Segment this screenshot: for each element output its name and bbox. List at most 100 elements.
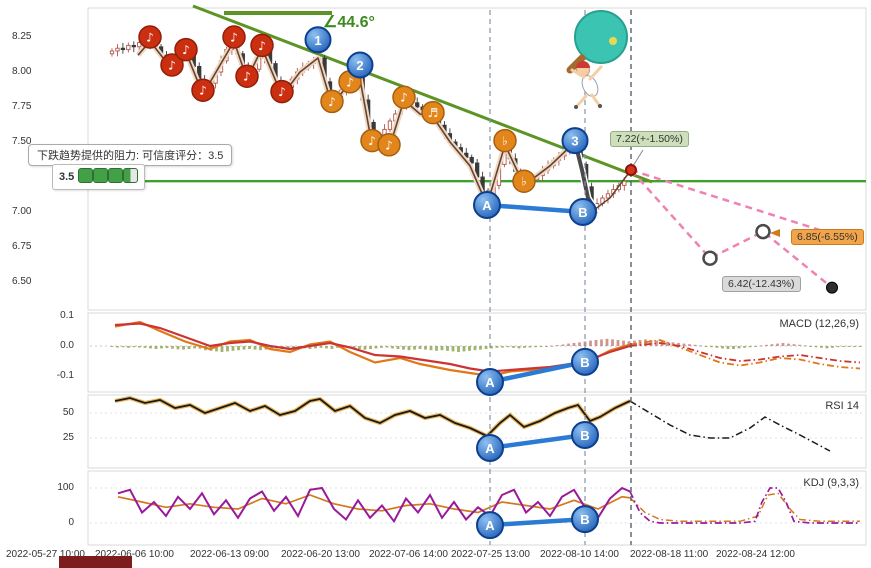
- svg-text:♪: ♪: [258, 39, 266, 53]
- svg-text:3: 3: [571, 134, 578, 149]
- y-axis-tick: 50: [62, 407, 74, 418]
- svg-text:♪: ♪: [368, 134, 376, 148]
- ab-trend-segment-3[interactable]: [487, 516, 588, 528]
- point-a-marker-0[interactable]: A: [473, 191, 501, 219]
- note-marker-orange-3[interactable]: ♪: [377, 133, 401, 157]
- panel-border-1: [87, 312, 867, 393]
- macd-dea-line: [114, 322, 631, 373]
- note-marker-orange-0[interactable]: ♪: [320, 89, 344, 114]
- kdj-k-line: [117, 494, 631, 514]
- point-a-marker-1[interactable]: A: [476, 368, 504, 396]
- panel-border-2: [87, 394, 867, 469]
- svg-text:♬: ♬: [428, 106, 439, 120]
- rating-block-icon: [78, 168, 94, 183]
- y-axis-tick: 0.0: [60, 340, 74, 351]
- macd-panel-title: MACD (12,26,9): [779, 318, 859, 330]
- svg-text:A: A: [482, 198, 492, 213]
- price-target-label-low[interactable]: 6.42(-12.43%): [722, 276, 801, 292]
- point-a-marker-2[interactable]: A: [476, 434, 504, 462]
- point-b-marker-2[interactable]: B: [571, 421, 599, 449]
- x-axis-label: 2022-08-10 14:00: [540, 549, 619, 560]
- x-axis-label: 2022-07-06 14:00: [369, 549, 448, 560]
- y-axis-tick: 7.75: [12, 101, 32, 112]
- note-marker-orange-4[interactable]: ♪: [392, 85, 416, 109]
- note-marker-red-0[interactable]: ♪: [138, 25, 162, 49]
- note-marker-red-1[interactable]: ♪: [160, 53, 184, 77]
- point-a-marker-3[interactable]: A: [476, 511, 504, 540]
- x-axis-label: 2022-06-20 13:00: [281, 549, 360, 560]
- svg-text:♪: ♪: [146, 31, 154, 45]
- note-marker-orange-7[interactable]: ♭: [512, 169, 536, 193]
- x-axis-label: 2022-08-18 11:00: [630, 549, 709, 560]
- resistance-tooltip: 下跌趋势提供的阻力: 可信度评分：3.5: [28, 144, 233, 166]
- price-projection-zigzag[interactable]: [630, 169, 833, 289]
- pivot-marker-3[interactable]: 3: [561, 127, 589, 155]
- y-axis-tick: 25: [62, 432, 74, 443]
- rsi-projection: [629, 400, 831, 452]
- y-axis-tick: 100: [57, 482, 74, 493]
- svg-text:♪: ♪: [168, 59, 176, 73]
- macd-dea-projection: [629, 342, 861, 364]
- price-target-label-mid[interactable]: 6.85(-6.55%): [791, 229, 864, 245]
- svg-text:B: B: [580, 355, 589, 370]
- rsi-line: [114, 397, 631, 438]
- ab-trend-segment-2[interactable]: [487, 432, 588, 451]
- svg-text:♪: ♪: [346, 75, 354, 89]
- svg-text:♭: ♭: [521, 175, 527, 189]
- y-axis-tick: -0.1: [56, 370, 74, 381]
- price-target-label-now[interactable]: 7.22(+-1.50%): [610, 131, 689, 147]
- note-marker-red-7[interactable]: ♪: [270, 79, 294, 104]
- point-b-marker-3[interactable]: B: [571, 505, 599, 534]
- rating-half-block-icon: [123, 168, 139, 183]
- note-marker-red-3[interactable]: ♪: [191, 78, 215, 102]
- note-marker-orange-5[interactable]: ♬: [421, 100, 445, 125]
- svg-text:♪: ♪: [278, 85, 286, 99]
- projection-handle-0[interactable]: [702, 250, 718, 266]
- rsi-halo: [114, 395, 631, 439]
- target-arrow-icon: [770, 229, 780, 237]
- x-axis-label: 2022-06-06 10:00: [95, 549, 174, 560]
- svg-text:A: A: [485, 441, 495, 456]
- svg-text:1: 1: [314, 33, 321, 48]
- panel-border-3: [87, 470, 867, 546]
- y-axis-tick: 6.50: [12, 276, 32, 287]
- note-marker-red-6[interactable]: ♪: [250, 33, 274, 58]
- y-axis-tick: 8.00: [12, 66, 32, 77]
- note-marker-red-2[interactable]: ♪: [174, 37, 198, 62]
- price-projection-line[interactable]: [630, 168, 839, 237]
- y-axis-tick: 7.00: [12, 206, 32, 217]
- note-marker-orange-6[interactable]: ♭: [493, 128, 517, 153]
- x-axis-label: 2022-07-25 13:00: [451, 549, 530, 560]
- svg-text:B: B: [580, 512, 589, 527]
- pivot-marker-2[interactable]: 2: [346, 51, 374, 79]
- rating-block-icon: [108, 168, 124, 183]
- note-marker-red-4[interactable]: ♪: [222, 25, 246, 49]
- note-marker-red-5[interactable]: ♪: [235, 64, 259, 88]
- current-price-dot[interactable]: [625, 164, 637, 176]
- point-b-marker-0[interactable]: B: [569, 198, 597, 226]
- kdj-j-projection: [629, 487, 860, 524]
- svg-text:♪: ♪: [400, 91, 408, 105]
- x-axis-label: 2022-05-27 10:00: [6, 549, 85, 560]
- ab-trend-segment-1[interactable]: [487, 359, 588, 385]
- kdj-k-projection: [629, 492, 860, 523]
- svg-text:A: A: [485, 375, 495, 390]
- point-b-marker-1[interactable]: B: [571, 347, 599, 376]
- kdj-j-line: [117, 486, 631, 524]
- pivot-marker-1[interactable]: 1: [304, 26, 332, 54]
- label-leader-line: [632, 149, 644, 167]
- projection-handle-1[interactable]: [755, 223, 771, 240]
- confidence-rating: 3.5: [52, 164, 146, 190]
- projection-endpoint-0[interactable]: [826, 281, 838, 294]
- macd-histogram: [110, 338, 862, 352]
- angle-label: ∠44.6°: [323, 14, 375, 31]
- svg-text:A: A: [485, 518, 495, 533]
- svg-text:♪: ♪: [385, 138, 393, 152]
- svg-text:♪: ♪: [182, 43, 190, 57]
- kdj-panel-title: KDJ (9,3,3): [803, 477, 859, 489]
- rating-icons: [78, 168, 139, 186]
- footer-accent-bar: [59, 556, 132, 568]
- ab-trend-segment-0[interactable]: [484, 202, 586, 215]
